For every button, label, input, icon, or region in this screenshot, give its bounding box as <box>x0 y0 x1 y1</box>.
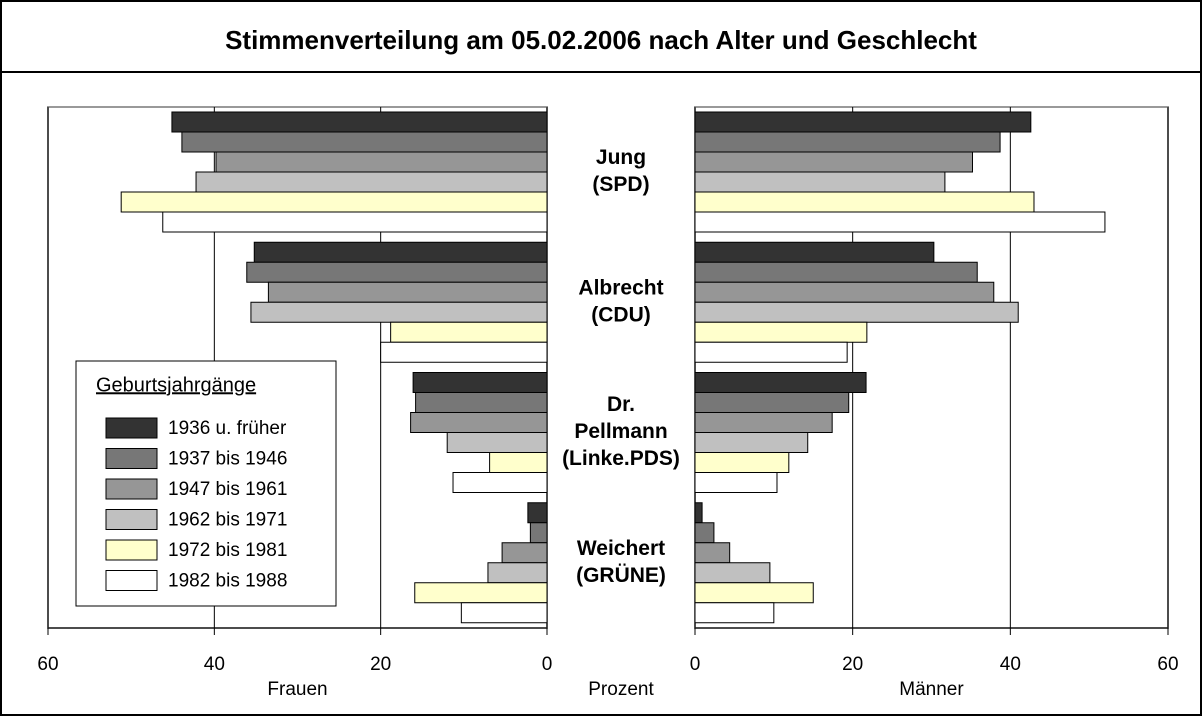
category-label: Albrecht <box>578 276 663 299</box>
bar <box>694 341 848 363</box>
bar <box>162 211 548 233</box>
bar <box>694 542 731 564</box>
bar <box>460 602 548 624</box>
bar <box>414 582 548 604</box>
x-tick-label: 60 <box>1157 654 1178 675</box>
bar <box>215 151 548 173</box>
bar <box>529 522 548 544</box>
legend-label: 1972 bis 1981 <box>168 540 287 561</box>
bar <box>694 432 809 453</box>
legend-swatch <box>105 417 158 439</box>
x-axis-label: Männer <box>899 679 964 700</box>
legend-label: 1947 bis 1961 <box>168 479 287 500</box>
chart-title: Stimmenverteilung am 05.02.2006 nach Alt… <box>225 25 977 55</box>
bar <box>694 472 778 493</box>
bar <box>694 191 1035 213</box>
legend-label: 1982 bis 1988 <box>168 571 287 592</box>
bar <box>694 111 1032 133</box>
center-label: Prozent <box>588 679 654 700</box>
bar <box>694 261 978 283</box>
x-tick-label: 20 <box>842 654 863 675</box>
bar <box>694 241 935 263</box>
x-tick-label: 0 <box>690 654 701 675</box>
bar <box>694 392 850 413</box>
category-label: (Linke.PDS) <box>562 447 680 470</box>
category-label: (GRÜNE) <box>576 564 666 587</box>
bar <box>694 502 703 524</box>
bar <box>527 502 548 524</box>
legend-label: 1962 bis 1971 <box>168 510 287 531</box>
x-tick-label: 40 <box>1000 654 1021 675</box>
bar <box>694 372 867 393</box>
bar <box>250 301 548 323</box>
bar <box>501 542 548 564</box>
bar <box>694 321 868 343</box>
bar <box>412 372 548 393</box>
category-label: Dr. <box>607 393 635 416</box>
bar <box>694 522 715 544</box>
bar <box>446 432 548 453</box>
bar <box>694 211 1106 233</box>
bar <box>181 131 548 153</box>
bar <box>694 281 995 303</box>
bar <box>390 321 548 343</box>
bar <box>694 582 814 604</box>
bar <box>452 472 548 493</box>
bar <box>489 452 548 473</box>
x-tick-label: 0 <box>542 654 553 675</box>
bar <box>487 562 548 584</box>
bar <box>246 261 548 283</box>
bar <box>694 171 946 193</box>
bar <box>410 412 548 433</box>
category-label: Jung <box>596 146 646 169</box>
bar <box>694 452 790 473</box>
legend-swatch <box>105 509 158 530</box>
bar <box>415 392 548 413</box>
legend-label: 1937 bis 1946 <box>168 449 287 470</box>
bar <box>694 301 1019 323</box>
category-label: Pellmann <box>574 420 667 443</box>
legend-title: Geburtsjahrgänge <box>96 374 256 396</box>
bar <box>694 151 973 173</box>
bar <box>253 241 548 263</box>
bar <box>694 412 833 433</box>
category-label: Weichert <box>577 537 665 560</box>
legend-swatch <box>105 539 158 561</box>
bar <box>694 602 775 624</box>
x-tick-label: 40 <box>204 654 225 675</box>
category-label: (CDU) <box>591 303 650 326</box>
legend-swatch <box>105 478 158 500</box>
bar <box>195 171 548 193</box>
category-label: (SPD) <box>592 173 649 196</box>
x-tick-label: 20 <box>370 654 391 675</box>
legend-swatch <box>105 570 158 591</box>
x-axis-label: Frauen <box>267 679 327 700</box>
bar <box>171 111 548 133</box>
x-tick-label: 60 <box>37 654 58 675</box>
bar <box>380 341 548 363</box>
legend-swatch <box>105 448 158 469</box>
legend-label: 1936 u. früher <box>168 418 287 439</box>
bar <box>694 131 1001 153</box>
bar <box>267 281 548 303</box>
bar <box>694 562 771 584</box>
bar <box>120 191 548 213</box>
